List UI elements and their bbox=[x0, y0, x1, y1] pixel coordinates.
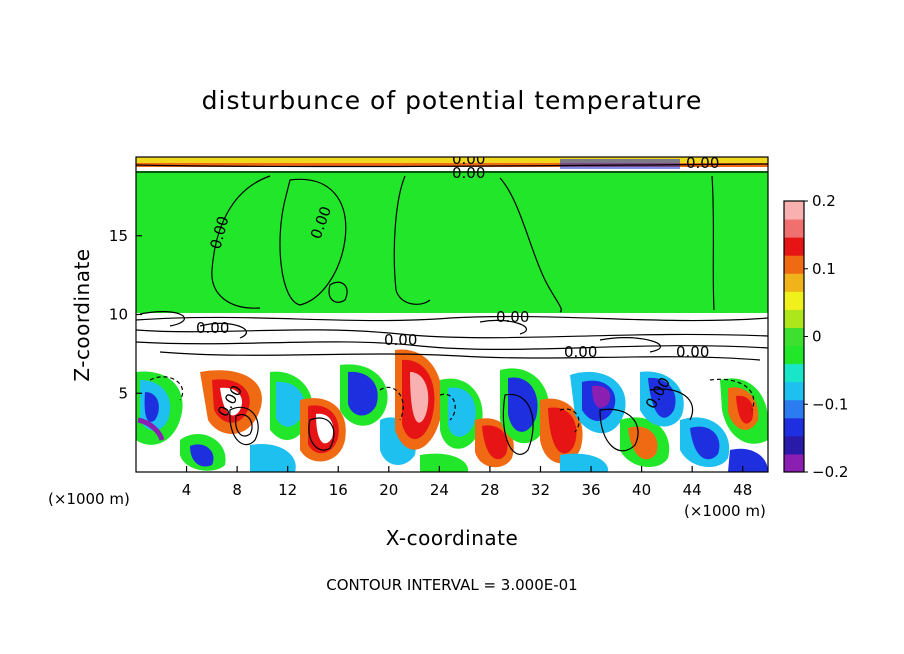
colorbar-tick-label: 0 bbox=[812, 328, 822, 346]
colorbar-swatch bbox=[784, 309, 804, 328]
x-axis-ticks: 4 8 12 16 20 24 28 32 36 40 44 48 bbox=[182, 466, 752, 499]
y-tick-label: 10 bbox=[109, 306, 128, 324]
x-unit-left: (×1000 m) bbox=[48, 490, 130, 508]
upper-layer-fill bbox=[136, 157, 768, 315]
x-tick-label: 12 bbox=[278, 481, 297, 499]
x-tick-label: 4 bbox=[182, 481, 192, 499]
contour-interval-note: CONTOUR INTERVAL = 3.000E-01 bbox=[326, 576, 578, 594]
x-tick-label: 16 bbox=[329, 481, 348, 499]
colorbar-swatch bbox=[784, 237, 804, 256]
colorbar-swatch bbox=[784, 273, 804, 292]
y-tick-label: 5 bbox=[118, 384, 128, 402]
x-tick-label: 48 bbox=[733, 481, 752, 499]
contour-label: 0.00 bbox=[452, 164, 485, 182]
contour-label: 0.00 bbox=[452, 150, 485, 168]
field-plot: 0.00 0.00 0.00 0.00 0.00 0.00 0.00 0.00 … bbox=[136, 150, 768, 472]
x-tick-label: 40 bbox=[632, 481, 651, 499]
x-axis-label: X-coordinate bbox=[385, 526, 519, 550]
colorbar-swatch bbox=[784, 201, 804, 220]
colorbar-tick-label: 0.1 bbox=[812, 260, 836, 278]
colorbar-swatch bbox=[784, 345, 804, 365]
colorbar-swatch bbox=[784, 363, 804, 383]
colorbar bbox=[784, 201, 804, 473]
colorbar-swatch bbox=[784, 381, 804, 401]
contour-label: 0.00 bbox=[564, 343, 597, 361]
top-boundary-strip bbox=[136, 157, 768, 163]
x-tick-label: 32 bbox=[531, 481, 550, 499]
contour-label: 0.00 bbox=[196, 319, 229, 337]
chart-title: disturbunce of potential temperature bbox=[201, 86, 703, 115]
contour-label: 0.00 bbox=[676, 343, 709, 361]
colorbar-swatch bbox=[784, 219, 804, 238]
x-tick-label: 36 bbox=[581, 481, 600, 499]
colorbar-swatch bbox=[784, 291, 804, 310]
colorbar-swatch bbox=[784, 417, 804, 437]
colorbar-tick-label: 0.2 bbox=[812, 192, 836, 210]
contour-label: 0.00 bbox=[686, 154, 719, 172]
colorbar-tick-label: −0.2 bbox=[812, 463, 848, 481]
x-tick-label: 20 bbox=[379, 481, 398, 499]
turbulent-blobs bbox=[136, 349, 768, 472]
x-tick-label: 44 bbox=[683, 481, 702, 499]
x-tick-label: 24 bbox=[430, 481, 449, 499]
colorbar-tick-label: −0.1 bbox=[812, 395, 848, 413]
y-tick-label: 15 bbox=[109, 227, 128, 245]
contour-label: 0.00 bbox=[384, 331, 417, 349]
colorbar-swatch bbox=[784, 255, 804, 274]
x-tick-label: 28 bbox=[480, 481, 499, 499]
contour-lines bbox=[136, 163, 768, 455]
y-axis-ticks: 5 10 15 bbox=[109, 227, 142, 402]
x-unit-right: (×1000 m) bbox=[684, 502, 766, 520]
colorbar-swatch bbox=[784, 327, 804, 347]
colorbar-swatch bbox=[784, 435, 804, 455]
colorbar-swatch bbox=[784, 453, 804, 473]
contour-label: 0.00 bbox=[496, 308, 529, 326]
colorbar-ticks: −0.2 −0.1 0 0.1 0.2 bbox=[804, 192, 848, 481]
x-tick-label: 8 bbox=[232, 481, 242, 499]
colorbar-swatch bbox=[784, 399, 804, 419]
